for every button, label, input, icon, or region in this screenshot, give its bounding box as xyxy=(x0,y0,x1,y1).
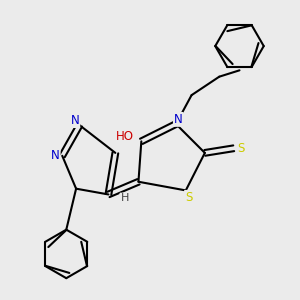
Text: S: S xyxy=(185,191,192,204)
Text: N: N xyxy=(174,113,183,126)
Text: S: S xyxy=(237,142,244,155)
Text: HO: HO xyxy=(116,130,134,143)
Text: N: N xyxy=(70,114,79,127)
Text: N: N xyxy=(51,149,60,162)
Text: H: H xyxy=(120,194,129,203)
